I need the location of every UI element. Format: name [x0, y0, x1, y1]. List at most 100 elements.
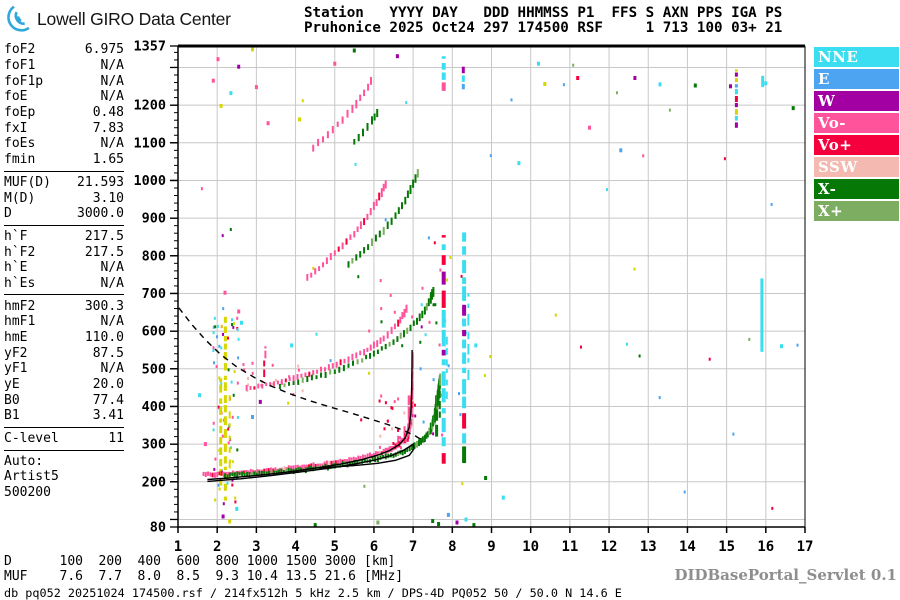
param-label: fmin [4, 152, 36, 168]
param-row-fmin: fmin 1.65 [4, 152, 124, 168]
status-line: db pq052 20251024 174500.rsf / 214fx512h… [4, 586, 622, 600]
dmuf-cell: 400 [137, 554, 161, 569]
curve-density-profile [207, 442, 415, 483]
svg-text:1100: 1100 [133, 135, 166, 151]
param-row-foes: foEs N/A [4, 136, 124, 152]
fitted-curves [178, 307, 426, 483]
svg-text:500: 500 [142, 361, 166, 377]
legend-item-x: X- [814, 179, 899, 199]
station-header-values: Pruhonice 2025 Oct24 297 174500 RSF 1 71… [304, 20, 783, 36]
param-divider [4, 294, 124, 296]
param-label: yF1 [4, 361, 28, 377]
param-row-b1: B1 3.41 [4, 408, 124, 424]
param-label: yE [4, 377, 20, 393]
svg-text:1000: 1000 [133, 173, 166, 189]
auto-scaling-block: Auto: Artist5 500200 [4, 454, 124, 501]
param-label: B1 [4, 408, 20, 424]
param-row-fof1p: foF1p N/A [4, 73, 124, 89]
param-row-b0: B0 77.4 [4, 392, 124, 408]
trace-F-hop4-O [312, 77, 372, 152]
param-row-hf2: h`F2 217.5 [4, 244, 124, 260]
param-label: C-level [4, 431, 59, 447]
svg-text:15: 15 [718, 539, 735, 555]
param-value: N/A [100, 314, 124, 330]
polarization-legend: NNE E W Vo- Vo+ SSW X- X+ [814, 47, 899, 223]
param-divider [4, 426, 124, 428]
svg-text:4: 4 [291, 539, 299, 555]
param-row-clevel: C-level 11 [4, 431, 124, 447]
svg-text:300: 300 [142, 437, 166, 453]
svg-text:17: 17 [797, 539, 814, 555]
giro-wave-icon [7, 5, 30, 32]
param-row-yf2: yF2 87.5 [4, 345, 124, 361]
param-value: 21.593 [77, 174, 124, 190]
svg-text:6: 6 [370, 539, 378, 555]
svg-text:7: 7 [409, 539, 417, 555]
auto-line: Artist5 [4, 469, 59, 485]
param-value: 3000.0 [77, 206, 124, 222]
legend-item-vo: Vo- [814, 113, 899, 133]
legend-item-nne: NNE [814, 47, 899, 67]
svg-text:13: 13 [640, 539, 657, 555]
param-label: hmE [4, 330, 28, 346]
param-value: 1.65 [92, 152, 124, 168]
param-value: 77.4 [92, 392, 124, 408]
param-row-mufd: MUF(D) 21.593 [4, 175, 124, 191]
svg-text:1357: 1357 [133, 39, 166, 55]
d-muf-table: D 100 200 400 600 800 1000 1500 3000 [km] MUF 7.6 7.… [4, 554, 403, 584]
param-value: N/A [100, 275, 124, 291]
dmuf-row-d: D 100 200 400 600 800 1000 1500 3000 [km] [4, 554, 403, 570]
param-value: N/A [100, 260, 124, 276]
svg-text:1200: 1200 [133, 98, 166, 114]
svg-text:3: 3 [252, 539, 260, 555]
dmuf-row-label: D [4, 554, 12, 569]
dmuf-unit: [km] [364, 554, 396, 569]
param-row-ye: yE 20.0 [4, 377, 124, 393]
curve-transmission-curve [178, 307, 426, 443]
svg-text:8: 8 [448, 539, 456, 555]
param-value: 0.48 [92, 105, 124, 121]
param-row-md: M(D) 3.10 [4, 190, 124, 206]
param-row-hf: h`F 217.5 [4, 229, 124, 245]
logo-text: Lowell GIRO Data Center [37, 8, 231, 29]
param-value: N/A [100, 89, 124, 105]
param-value: N/A [100, 58, 124, 74]
param-value: 20.0 [92, 377, 124, 393]
param-label: foF1p [4, 73, 44, 89]
trace-F-hop3-X [347, 169, 419, 268]
param-label: M(D) [4, 190, 36, 206]
param-divider [4, 449, 124, 451]
dmuf-cell: 10.4 [246, 568, 278, 584]
plot-axes: 1357120011001000900800700600500400300200… [133, 39, 813, 556]
trace-F-hop2-O [245, 304, 408, 391]
svg-text:14: 14 [679, 539, 696, 555]
dmuf-cell: 600 [176, 554, 200, 569]
param-value: N/A [100, 361, 124, 377]
dmuf-cell: 13.5 [285, 568, 317, 584]
station-header: Station YYYY DAY DDD HHMMSS P1 FFS S AXN… [304, 6, 782, 36]
param-label: foF1 [4, 58, 36, 74]
param-row-foep: foEp 0.48 [4, 105, 124, 121]
param-row-hme: hmE 110.0 [4, 330, 124, 346]
param-label: h`F2 [4, 244, 36, 260]
svg-text:1: 1 [174, 539, 182, 555]
auto-label: Auto: [4, 453, 44, 469]
svg-text:9: 9 [487, 539, 495, 555]
svg-text:10: 10 [522, 539, 539, 555]
trace-F-hop2-X [278, 287, 435, 390]
station-header-columns: Station YYYY DAY DDD HHMMSS P1 FFS S AXN… [304, 5, 783, 21]
dmuf-cell: 1000 [246, 554, 278, 569]
param-value: 110.0 [84, 330, 124, 346]
param-label: B0 [4, 392, 20, 408]
param-value: N/A [100, 136, 124, 152]
param-label: MUF(D) [4, 174, 51, 190]
param-label: h`F [4, 228, 28, 244]
param-label: yF2 [4, 345, 28, 361]
dmuf-cell: 7.7 [98, 568, 122, 584]
dmuf-cell: 100 [59, 554, 83, 569]
param-row-hes: h`Es N/A [4, 276, 124, 292]
svg-text:400: 400 [142, 399, 166, 415]
param-label: foEp [4, 105, 36, 121]
